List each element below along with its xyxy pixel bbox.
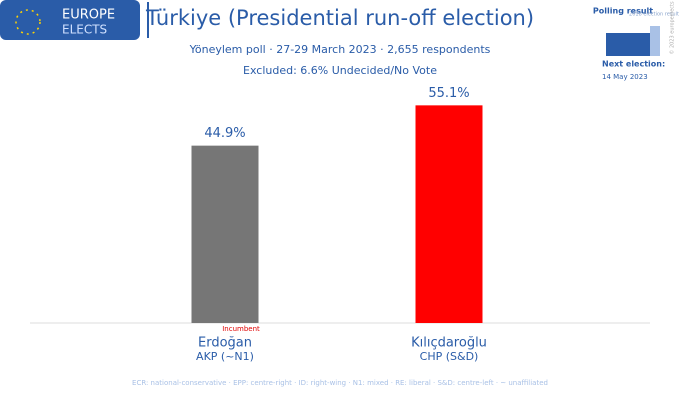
legend-text: Polling result	[593, 7, 653, 16]
next-election: 14 May 2023	[602, 73, 648, 81]
logo-stars	[15, 9, 41, 35]
legend-swatch	[606, 33, 650, 56]
category-label: Erdoğan	[198, 336, 252, 351]
value-label: 44.9%	[204, 126, 245, 141]
chart-title: Türkiye (Presidential run-off election)	[145, 6, 534, 30]
footer: ECR: national-conservative · EPP: centre…	[132, 379, 548, 387]
party-label: AKP (~N1)	[196, 350, 254, 363]
next-election: Next election:	[602, 60, 665, 69]
copyright: © 2023 europeelects	[669, 1, 676, 55]
note: Excluded: 6.6% Undecided/No Vote	[243, 64, 437, 77]
party-label: CHP (S&D)	[420, 350, 479, 363]
annotation: Incumbent	[222, 325, 260, 333]
logo-box	[0, 0, 140, 40]
category-label: Kılıçdaroğlu	[411, 336, 487, 351]
subtitle: Yöneylem poll · 27-29 March 2023 · 2,655…	[189, 43, 491, 56]
bar	[191, 145, 259, 323]
logo-text: ELECTS	[62, 23, 107, 37]
legend-swatch	[650, 26, 660, 56]
logo-text: EUROPE	[62, 8, 115, 23]
legend-text: 2018 election result	[629, 12, 679, 18]
bar	[415, 105, 483, 323]
value-label: 55.1%	[428, 86, 469, 101]
